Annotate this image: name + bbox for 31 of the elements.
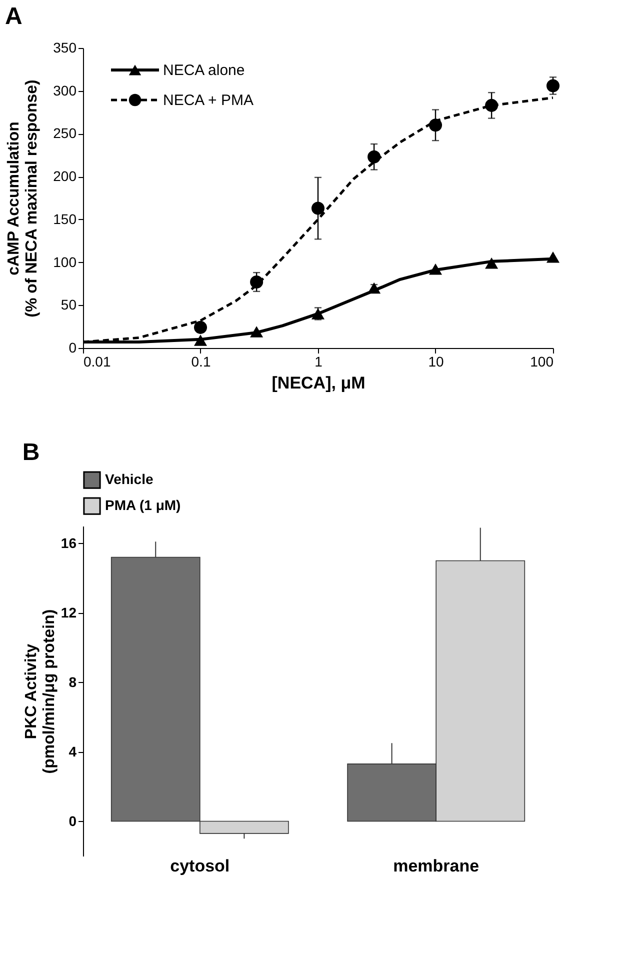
y-tick-label: 350: [53, 40, 77, 56]
x-tick-label: membrane: [393, 856, 480, 876]
x-axis-title: [NECA], μM: [272, 374, 366, 392]
legend-label: NECA + PMA: [163, 92, 254, 109]
y-tick-label: 300: [53, 82, 77, 98]
x-tick-label: 1: [314, 354, 323, 370]
chart-title: A: [5, 3, 22, 30]
legend-label: NECA alone: [163, 62, 245, 79]
legend-label: Vehicle: [105, 471, 154, 487]
y-tick-label: 12: [60, 604, 77, 620]
x-tick-label: 0.1: [191, 354, 211, 370]
text: cAMP Accumulation: [6, 122, 22, 276]
y-tick-label: 4: [68, 743, 77, 760]
y-tick-label: 0: [68, 340, 77, 356]
text: (% of NECA maximal response): [24, 80, 40, 318]
y-tick-label: 8: [68, 674, 77, 690]
y-tick-label: 16: [60, 534, 77, 551]
chart-title: B: [22, 439, 40, 466]
x-tick-label: 100: [530, 354, 554, 370]
x-tick-label: 0.01: [84, 354, 111, 370]
y-tick-label: 250: [53, 125, 77, 142]
x-tick-label: cytosol: [170, 856, 230, 876]
text: PKC Activity: [22, 644, 40, 740]
y-tick-label: 50: [60, 296, 77, 313]
y-tick-label: 200: [53, 168, 77, 184]
y-tick-label: 150: [53, 210, 77, 227]
y-tick-label: 0: [68, 812, 77, 829]
text: (pmol/min/μg protein): [40, 609, 58, 774]
legend-label: PMA (1 μM): [105, 497, 181, 513]
x-tick-label: 10: [428, 354, 444, 370]
y-tick-label: 100: [53, 254, 77, 270]
